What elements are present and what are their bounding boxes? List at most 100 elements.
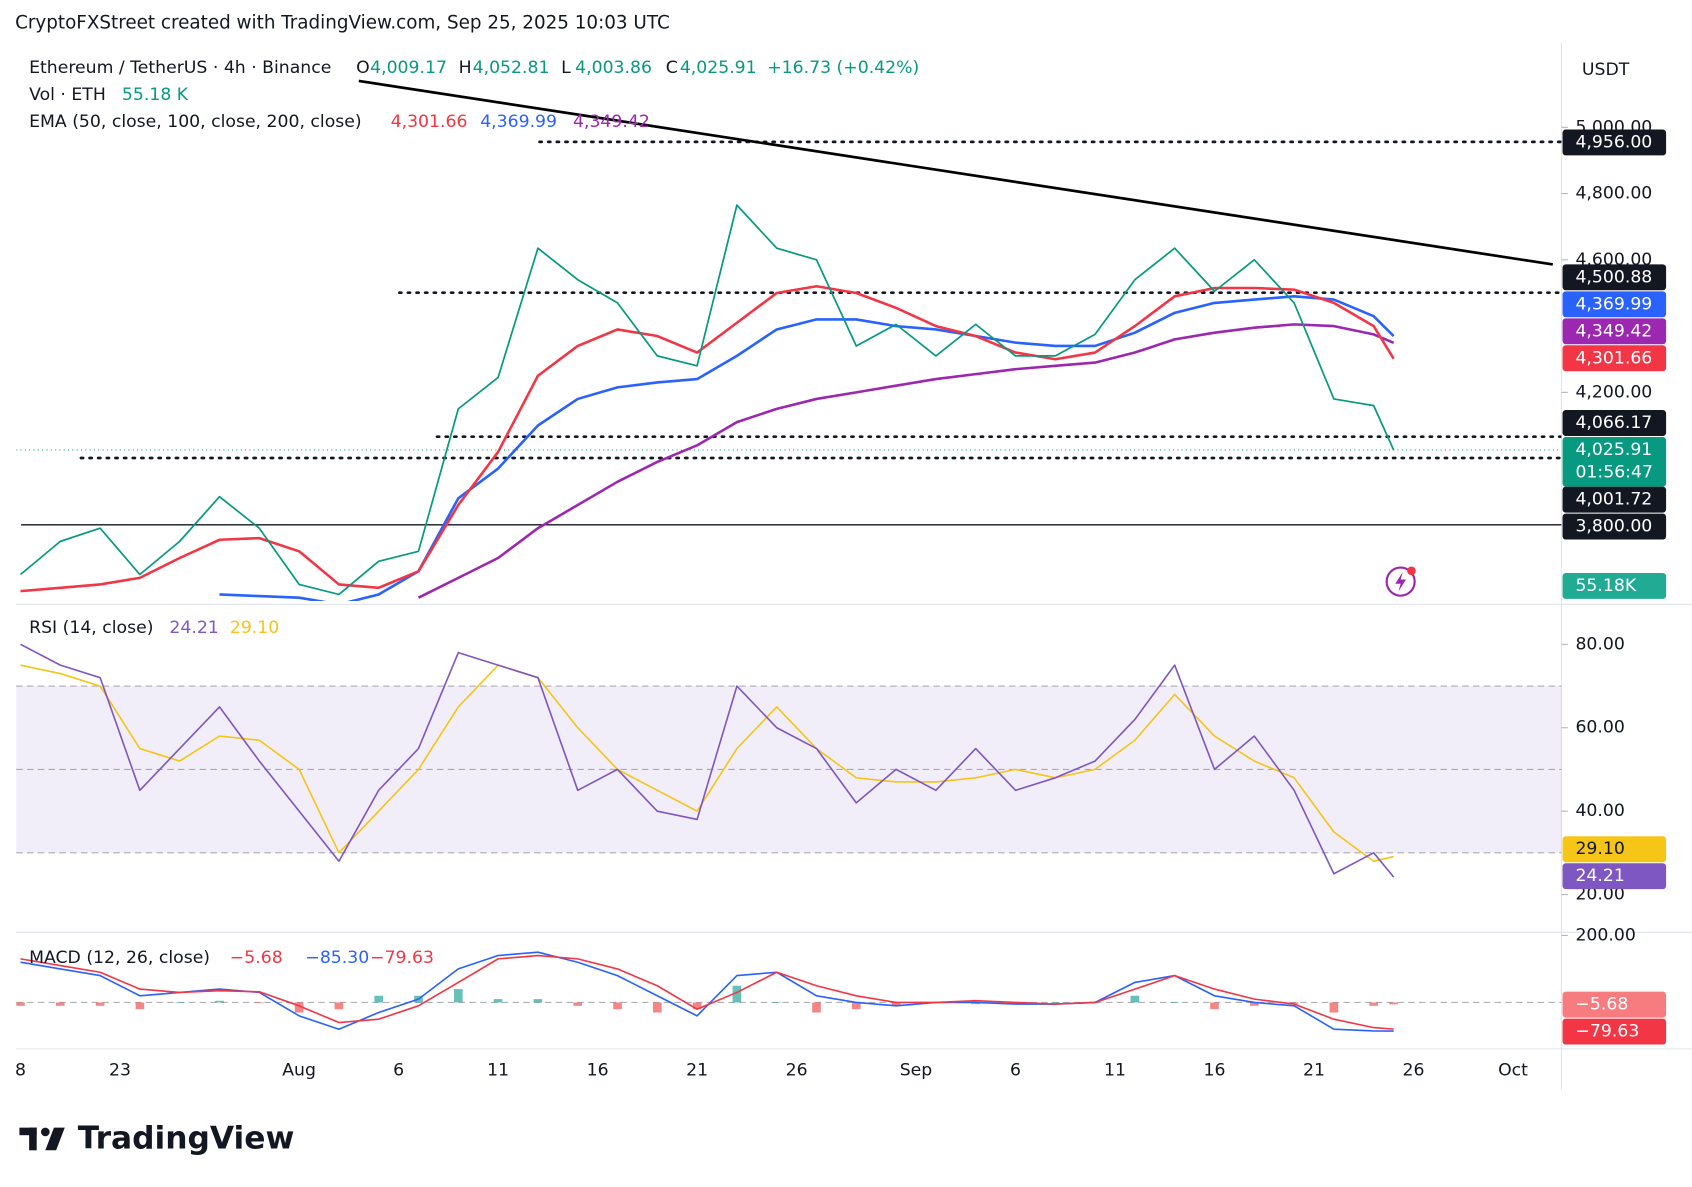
- axis-tag: [1562, 264, 1667, 291]
- series-line: [19, 204, 1395, 596]
- axis-tag-label: 4,956.00: [1575, 132, 1652, 152]
- histogram-bar: [533, 999, 543, 1003]
- axis-tag-label: 01:56:47: [1575, 463, 1652, 483]
- x-tick-label: 23: [109, 1060, 131, 1080]
- x-tick-label: 26: [786, 1060, 808, 1080]
- histogram-bar: [732, 985, 742, 1003]
- histogram-bar: [1130, 995, 1140, 1003]
- axis-tag: [1562, 513, 1667, 540]
- histogram-bar: [1210, 1002, 1219, 1010]
- axis-tag: [1562, 318, 1667, 345]
- axis-tag-label: 4,349.42: [1575, 321, 1652, 341]
- x-tick-label: 21: [1303, 1060, 1325, 1080]
- y-tick-label: 60.00: [1575, 718, 1624, 738]
- histogram-bar: [851, 1002, 861, 1010]
- plot-layer: [16, 140, 1562, 602]
- axis-tag-label: 24.21: [1575, 866, 1624, 886]
- histogram-bar: [374, 995, 384, 1003]
- histogram-bar: [1389, 1002, 1398, 1005]
- histogram-bar: [135, 1002, 145, 1010]
- legend-text: 24.21: [169, 618, 218, 638]
- series-line: [417, 323, 1395, 599]
- histogram-bar: [971, 1002, 981, 1005]
- axis-tag: [1562, 1018, 1667, 1045]
- legend-text: −79.63: [370, 948, 434, 968]
- axis-tag-label: 4,025.91: [1575, 440, 1652, 460]
- histogram-bar: [493, 999, 503, 1003]
- legend-text: 4,369.99: [480, 112, 557, 132]
- legend-text: −85.30: [305, 948, 369, 968]
- axis-tag-label: 4,066.17: [1575, 413, 1652, 433]
- axis-tag: [1562, 437, 1667, 487]
- series-line: [20, 284, 1395, 593]
- series-line: [20, 643, 1395, 878]
- legend-text: 29.10: [230, 618, 279, 638]
- legend-text: RSI (14, close): [29, 618, 153, 638]
- histogram-bar: [334, 1002, 344, 1010]
- axis-tag: [1562, 486, 1667, 513]
- legend-text: Vol · ETH: [29, 85, 106, 105]
- histogram-bar: [1249, 1002, 1259, 1006]
- y-tick-label: 20.00: [1575, 885, 1624, 905]
- histogram-bar: [891, 1002, 901, 1006]
- series-line: [20, 664, 1394, 863]
- plot-layer: [16, 951, 1398, 1032]
- x-tick-label: 8: [15, 1060, 26, 1080]
- x-tick-label: 11: [487, 1060, 509, 1080]
- axis-tag: [1562, 345, 1667, 372]
- histogram-bar: [1329, 1002, 1339, 1013]
- histogram-bar: [772, 1002, 782, 1004]
- axis-tag: [1562, 836, 1667, 863]
- histogram-bar: [294, 1002, 304, 1013]
- axis-tag-label: 55.18K: [1575, 576, 1636, 596]
- legend-text: +16.73 (+0.42%): [767, 58, 919, 78]
- legend-text: H: [459, 58, 472, 78]
- attribution: CryptoFXStreet created with TradingView.…: [15, 13, 670, 34]
- plot-layer: [20, 643, 1395, 878]
- x-tick-label: Sep: [900, 1060, 933, 1080]
- legend-text: O: [356, 58, 370, 78]
- axis-tag-label: −5.68: [1575, 995, 1628, 1015]
- axis-tag: [1562, 129, 1667, 156]
- alert-icon: [1385, 566, 1416, 597]
- histogram-bar: [453, 989, 463, 1003]
- histogram-bar: [175, 1002, 185, 1004]
- x-tick-label: 6: [1010, 1060, 1021, 1080]
- legend-text: Ethereum / TetherUS · 4h · Binance: [29, 58, 331, 78]
- legend-text: 4,009.17: [370, 58, 447, 78]
- legend-text: 4,349.42: [573, 112, 650, 132]
- histogram-bar: [692, 1002, 702, 1010]
- logo-mark: [19, 1127, 65, 1151]
- legend-text: EMA (50, close, 100, close, 200, close): [29, 112, 361, 132]
- axis-tag-label: 4,500.88: [1575, 267, 1652, 287]
- histogram-bar: [573, 1002, 583, 1006]
- histogram-bar: [652, 1002, 662, 1013]
- axis-tag: [1562, 410, 1667, 436]
- axis-tag-label: 3,800.00: [1575, 517, 1652, 537]
- x-tick-label: Oct: [1498, 1060, 1528, 1080]
- x-tick-label: 26: [1403, 1060, 1425, 1080]
- histogram-bar: [95, 1002, 105, 1006]
- legend-text: 4,301.66: [391, 112, 468, 132]
- axis-tag-label: 29.10: [1575, 839, 1624, 859]
- axis-tag-label: 4,001.72: [1575, 490, 1652, 510]
- axis-unit: USDT: [1582, 60, 1630, 80]
- histogram-bar: [1170, 1002, 1180, 1004]
- axis-tag: [1562, 991, 1667, 1018]
- x-tick-label: 11: [1104, 1060, 1126, 1080]
- legend-text: 4,025.91: [680, 58, 757, 78]
- legend-text: −5.68: [230, 948, 283, 968]
- axis-tag-label: 4,369.99: [1575, 294, 1652, 314]
- histogram-bar: [215, 1000, 224, 1003]
- histogram-bar: [55, 1002, 65, 1006]
- legend-text: 4,003.86: [575, 58, 652, 78]
- x-tick-label: Aug: [282, 1060, 316, 1080]
- axis-tag: [1562, 863, 1667, 890]
- y-tick-label: 40.00: [1575, 801, 1624, 821]
- histogram-bar: [613, 1002, 622, 1010]
- y-tick-label: 4,800.00: [1575, 184, 1652, 204]
- trendline: [358, 79, 1554, 266]
